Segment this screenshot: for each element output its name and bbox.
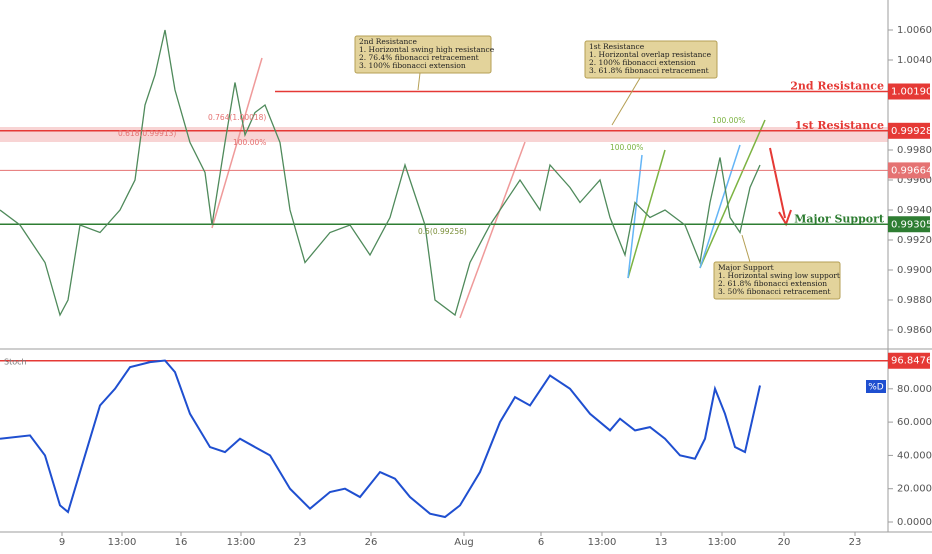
arrow [627, 154, 643, 279]
y-tick-label: 0.99800 [897, 145, 932, 156]
x-tick-label: 23 [849, 537, 862, 548]
x-tick-label: 13:00 [227, 537, 256, 548]
legend-badge [866, 380, 886, 393]
x-tick-label: 13:00 [708, 537, 737, 548]
level-name: 1st Resistance [795, 119, 884, 132]
y-tick-label: 40.0000 [897, 450, 932, 461]
callout-text: 3. 50% fibonacci retracement [718, 287, 831, 296]
callout-text: 2nd Resistance [359, 37, 417, 46]
callout-pointer [741, 234, 751, 263]
y-tick-label: 0.0000 [897, 517, 932, 528]
callout-text: 1st Resistance [589, 42, 645, 51]
callout-pointer [611, 77, 641, 126]
series-line [0, 359, 761, 519]
x-tick-label: 13 [655, 537, 668, 548]
callout-pointer [417, 72, 421, 91]
x-tick-label: Aug [454, 537, 474, 548]
arrow [699, 144, 741, 269]
x-tick-label: 13:00 [588, 537, 617, 548]
callout-text: 1. Horizontal swing low support [718, 271, 840, 280]
level-value: 0.99305 [891, 219, 932, 230]
series-line [0, 29, 761, 317]
x-tick-label: 6 [538, 537, 544, 548]
x-tick-label: 26 [365, 537, 378, 548]
x-tick-label: 9 [59, 537, 65, 548]
fib-label: 0.764(1.00018) [208, 113, 266, 122]
legend-label: %D [868, 383, 884, 393]
y-tick-label: 1.00400 [897, 55, 932, 66]
level-badge [888, 352, 930, 369]
callout-box [354, 35, 492, 74]
level-name: 2nd Resistance [790, 80, 884, 93]
x-tick-label: 16 [175, 537, 188, 548]
y-tick-label: 80.0000 [897, 384, 932, 395]
callout-text: 3. 100% fibonacci extension [359, 61, 466, 70]
callout-text: Major Support [718, 263, 774, 272]
y-tick-label: 60.0000 [897, 417, 932, 428]
arrow [769, 147, 786, 219]
x-tick-label: 20 [778, 537, 791, 548]
level-badge [888, 216, 930, 233]
y-tick-label: 20.0000 [897, 484, 932, 495]
level-badge [888, 122, 930, 139]
fib-label: 0.5(0.99256) [418, 227, 467, 236]
callout-box [584, 40, 718, 79]
callout-text: 1. Horizontal overlap resistance [589, 50, 712, 59]
fib-label: 0.618(0.99913) [118, 129, 176, 138]
fib-label: 100.00% [233, 138, 266, 147]
callout-text: 2. 61.8% fibonacci extension [718, 279, 827, 288]
fib-label: 100.00% [610, 143, 643, 152]
level-badge [888, 83, 930, 100]
pane-title: Stoch [4, 358, 27, 367]
callout-text: 1. Horizontal swing high resistance [359, 45, 495, 54]
arrow [211, 57, 263, 229]
callout-text: 3. 61.8% fibonacci retracement [589, 66, 709, 75]
callout-text: 2. 76.4% fibonacci retracement [359, 53, 479, 62]
callout-text: 2. 100% fibonacci extension [589, 58, 696, 67]
y-tick-label: 1.00600 [897, 25, 932, 36]
x-tick-label: 13:00 [108, 537, 137, 548]
level-value: 1.00190 [891, 87, 932, 98]
level-name: Major Support [794, 212, 885, 225]
fib-label: 100.00% [712, 116, 745, 125]
x-tick-label: 23 [294, 537, 307, 548]
arrow [699, 119, 766, 269]
level-value: 0.99664 [891, 165, 932, 176]
level-value: 96.8476 [891, 356, 932, 367]
arrow [459, 141, 526, 319]
callout-box [713, 261, 841, 300]
level-value: 0.99928 [891, 126, 932, 137]
level-badge [888, 162, 930, 179]
